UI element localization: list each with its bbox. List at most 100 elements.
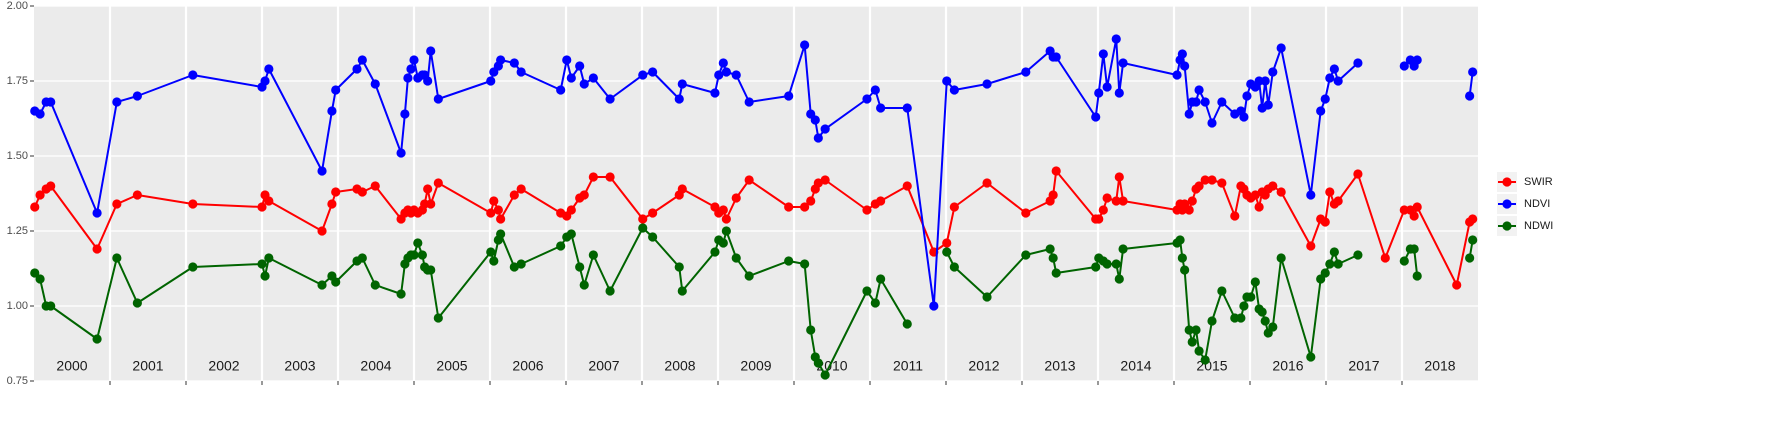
data-point	[1051, 268, 1061, 278]
data-point	[1276, 187, 1286, 197]
data-point	[327, 199, 337, 209]
data-point	[1091, 262, 1101, 272]
data-point	[800, 40, 810, 50]
data-point	[331, 277, 341, 287]
data-point	[1217, 97, 1227, 107]
year-label: 2016	[1272, 358, 1303, 374]
data-point	[902, 103, 912, 113]
data-point	[396, 148, 406, 158]
data-point	[566, 73, 576, 83]
data-point	[1452, 280, 1462, 290]
data-point	[1325, 259, 1335, 269]
data-point	[486, 76, 496, 86]
data-point	[1409, 211, 1419, 221]
data-point	[426, 46, 436, 56]
data-point	[718, 238, 728, 248]
data-point	[1306, 190, 1316, 200]
data-point	[648, 67, 658, 77]
data-point	[92, 208, 102, 218]
data-point	[638, 223, 648, 233]
data-point	[516, 259, 526, 269]
data-point	[1184, 109, 1194, 119]
legend-label: SWIR	[1524, 176, 1553, 188]
data-point	[1325, 73, 1335, 83]
data-point	[433, 313, 443, 323]
data-point	[409, 250, 419, 260]
data-point	[784, 91, 794, 101]
data-point	[813, 133, 823, 143]
legend-point	[1502, 177, 1512, 187]
data-point	[1021, 208, 1031, 218]
data-point	[1187, 337, 1197, 347]
data-point	[1268, 322, 1278, 332]
data-point	[413, 238, 423, 248]
year-label: 2011	[893, 358, 923, 374]
data-point	[1102, 82, 1112, 92]
data-point	[1380, 253, 1390, 263]
data-point	[1239, 301, 1249, 311]
data-point	[718, 58, 728, 68]
data-point	[426, 199, 436, 209]
data-point	[1329, 64, 1339, 74]
data-point	[1260, 316, 1270, 326]
data-point	[1325, 187, 1335, 197]
year-label: 2003	[284, 358, 315, 374]
data-point	[876, 103, 886, 113]
data-point	[588, 172, 598, 182]
data-point	[677, 286, 687, 296]
data-point	[1207, 175, 1217, 185]
data-point	[579, 190, 589, 200]
data-point	[30, 268, 40, 278]
data-point	[509, 58, 519, 68]
year-label: 2001	[132, 358, 163, 374]
data-point	[648, 232, 658, 242]
data-point	[1320, 217, 1330, 227]
data-point	[1184, 325, 1194, 335]
data-point	[1118, 58, 1128, 68]
data-point	[1175, 235, 1185, 245]
data-point	[902, 181, 912, 191]
data-point	[1111, 34, 1121, 44]
data-point	[417, 250, 427, 260]
data-point	[1177, 253, 1187, 263]
year-label: 2018	[1424, 358, 1455, 374]
data-point	[1194, 181, 1204, 191]
data-point	[1242, 91, 1252, 101]
data-point	[1187, 196, 1197, 206]
data-point	[112, 253, 122, 263]
data-point	[1217, 178, 1227, 188]
data-point	[46, 97, 56, 107]
data-point	[648, 208, 658, 218]
data-point	[1091, 112, 1101, 122]
data-point	[862, 286, 872, 296]
data-point	[1118, 196, 1128, 206]
year-label: 2014	[1120, 358, 1151, 374]
data-point	[357, 253, 367, 263]
data-point	[638, 214, 648, 224]
data-point	[1250, 277, 1260, 287]
data-point	[806, 196, 816, 206]
data-point	[876, 196, 886, 206]
data-point	[317, 226, 327, 236]
data-point	[516, 67, 526, 77]
data-point	[1260, 76, 1270, 86]
data-point	[257, 202, 267, 212]
data-point	[1051, 166, 1061, 176]
data-point	[942, 238, 952, 248]
data-point	[370, 280, 380, 290]
data-point	[813, 358, 823, 368]
data-point	[784, 202, 794, 212]
data-point	[1353, 169, 1363, 179]
data-point	[1094, 214, 1104, 224]
data-point	[188, 262, 198, 272]
data-point	[674, 262, 684, 272]
data-point	[982, 292, 992, 302]
data-point	[92, 334, 102, 344]
data-point	[1276, 253, 1286, 263]
data-point	[982, 178, 992, 188]
data-point	[731, 253, 741, 263]
data-point	[744, 97, 754, 107]
data-point	[1465, 253, 1475, 263]
data-point	[433, 178, 443, 188]
data-point	[942, 76, 952, 86]
